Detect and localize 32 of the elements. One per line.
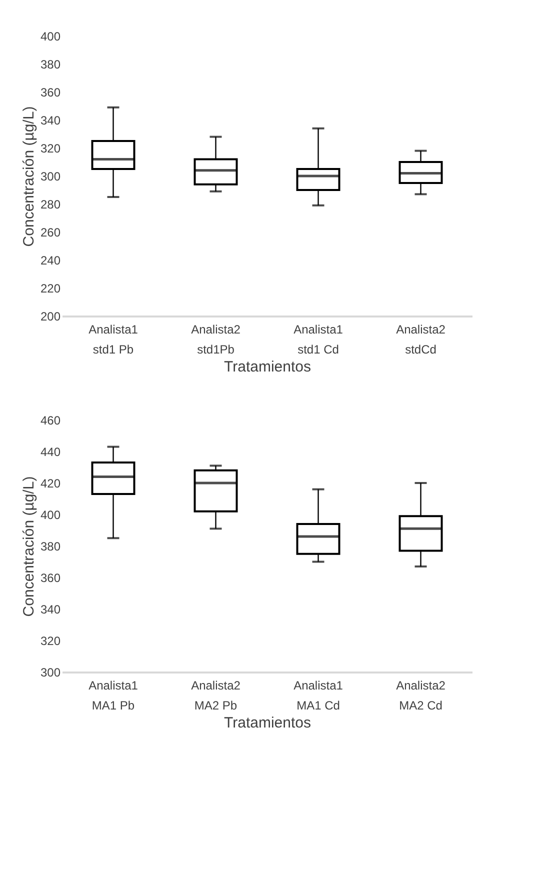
- y-tick-label: 320: [40, 634, 61, 648]
- x-tick-label: Analista2 MA2 Cd: [396, 678, 446, 712]
- y-tick-label: 400: [40, 508, 61, 522]
- y-tick-label: 300: [40, 170, 61, 184]
- x-axis-title: Tratamientos: [224, 358, 311, 376]
- y-tick-label: 360: [40, 86, 61, 100]
- y-tick-label: 340: [40, 602, 61, 616]
- y-tick-label: 220: [40, 282, 61, 296]
- y-tick-label: 440: [40, 445, 61, 459]
- y-tick-label: 460: [40, 414, 61, 428]
- y-tick-label: 420: [40, 476, 61, 490]
- y-tick-label: 400: [40, 30, 61, 44]
- y-axis-title: Concentración (µg/L): [20, 106, 38, 247]
- x-tick-label: Analista2 MA2 Pb: [191, 678, 241, 712]
- y-tick-label: 300: [40, 666, 61, 680]
- x-tick-label: Analista2 std1Pb: [191, 322, 241, 356]
- x-tick-label: Analista1 std1 Pb: [88, 322, 138, 356]
- y-tick-label: 280: [40, 198, 61, 212]
- y-tick-label: 380: [40, 540, 61, 554]
- y-tick-label: 240: [40, 254, 61, 268]
- y-axis-title: Concentración (µg/L): [20, 476, 38, 617]
- y-tick-label: 200: [40, 310, 61, 324]
- y-tick-label: 360: [40, 571, 61, 585]
- x-tick-label: Analista1 MA1 Pb: [88, 678, 138, 712]
- x-axis-title: Tratamientos: [224, 714, 311, 732]
- y-tick-label: 380: [40, 58, 61, 72]
- y-tick-label: 340: [40, 114, 61, 128]
- x-tick-label: Analista1 MA1 Cd: [294, 678, 344, 712]
- x-tick-label: Analista2 stdCd: [396, 322, 446, 356]
- y-tick-label: 320: [40, 142, 61, 156]
- y-tick-label: 260: [40, 226, 61, 240]
- x-tick-label: Analista1 std1 Cd: [294, 322, 344, 356]
